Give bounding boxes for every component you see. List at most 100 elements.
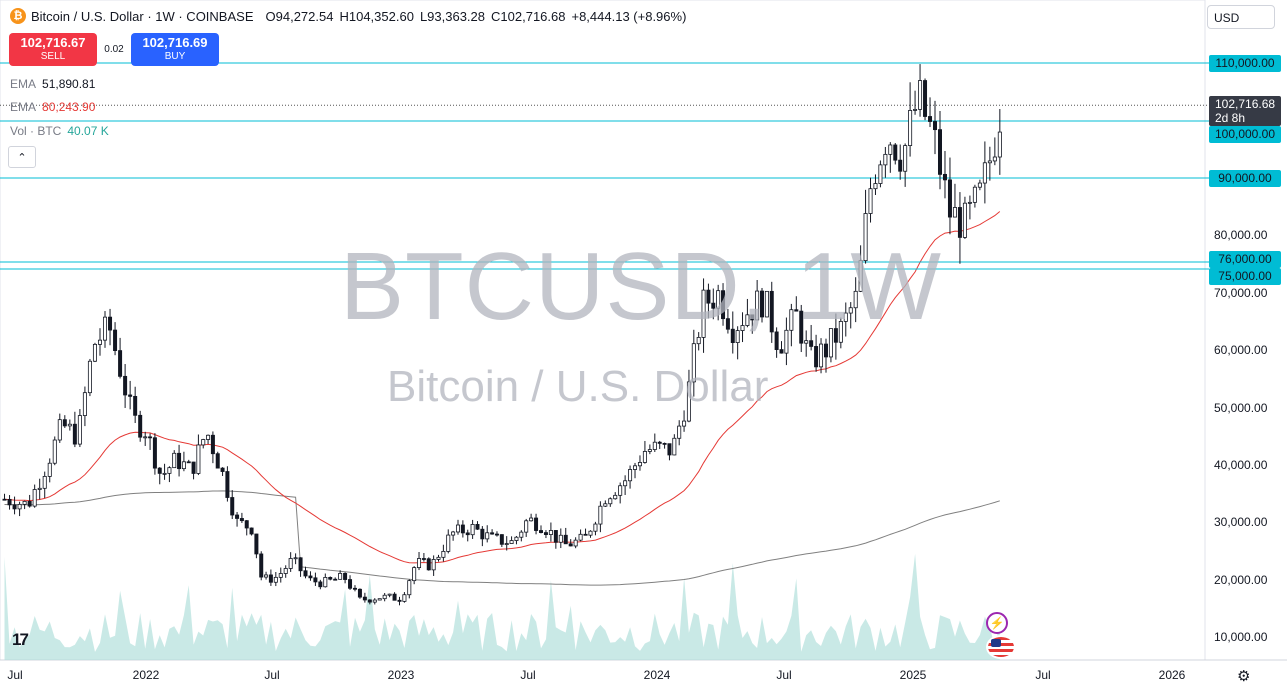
candle-body <box>17 503 22 510</box>
candle-body <box>57 419 62 441</box>
candle-body <box>382 594 387 600</box>
candle-body <box>328 577 333 580</box>
collapse-legend-button[interactable]: ⌃ <box>8 146 36 168</box>
candle-body <box>67 423 72 427</box>
change-value: +8,444.13 (+8.96%) <box>571 8 687 24</box>
candle-body <box>893 144 898 161</box>
candle-body <box>633 465 638 470</box>
candle-body <box>42 476 47 489</box>
buy-price: 102,716.69 <box>142 35 208 50</box>
candle-body <box>455 524 460 533</box>
candle-body <box>972 186 977 203</box>
volume-legend[interactable]: Vol · BTC 40.07 K <box>10 124 109 138</box>
candle-body <box>143 436 148 439</box>
low-value: 93,363.28 <box>427 8 486 24</box>
sell-button[interactable]: 102,716.67 SELL <box>9 33 97 66</box>
candle-body <box>254 533 259 555</box>
candle-body <box>367 599 372 603</box>
candle-body <box>548 530 553 535</box>
candle-body <box>942 173 947 181</box>
candle-body <box>244 520 249 529</box>
candle-body <box>593 523 598 532</box>
ema-fast-value: 51,890.81 <box>42 77 96 91</box>
gear-icon[interactable]: ⚙ <box>1237 668 1251 685</box>
candle-body <box>588 530 593 536</box>
candle-body <box>903 145 908 172</box>
candle-body <box>923 80 928 117</box>
candle-body <box>499 534 504 545</box>
ema-slow-legend[interactable]: EMA 80,243.90 <box>10 100 95 114</box>
currency-select[interactable]: USD <box>1207 5 1275 29</box>
x-tick-label: Jul <box>1035 668 1051 682</box>
watermark-name: Bitcoin / U.S. Dollar <box>387 362 769 411</box>
candle-body <box>957 207 962 238</box>
candle-body <box>563 534 568 545</box>
candle-body <box>745 314 750 326</box>
candle-body <box>402 594 407 602</box>
candle-body <box>421 558 426 560</box>
candle-body <box>362 596 367 601</box>
candle-body <box>288 558 293 569</box>
candle-body <box>908 110 913 146</box>
ema-fast-legend[interactable]: EMA 51,890.81 <box>10 77 95 91</box>
tradingview-logo[interactable]: 17 <box>12 630 29 649</box>
candle-body <box>490 532 495 535</box>
candle-body <box>441 550 446 558</box>
candle-body <box>298 557 303 572</box>
buy-button[interactable]: 102,716.69 BUY <box>131 33 219 66</box>
candle-body <box>357 588 362 598</box>
candle-body <box>691 343 696 383</box>
candle-body <box>318 581 323 588</box>
candle-body <box>628 469 633 482</box>
candle-body <box>992 156 997 162</box>
symbol-title[interactable]: Bitcoin / U.S. Dollar · 1W · COINBASE <box>31 8 254 24</box>
level-tag-110000: 110,000.00 <box>1209 55 1281 72</box>
candle-body <box>883 153 888 166</box>
candle-body <box>799 310 804 344</box>
candle-body <box>721 290 726 320</box>
candle-body <box>623 480 628 487</box>
candle-body <box>62 419 67 427</box>
candle-body <box>407 580 412 596</box>
candle-body <box>431 559 436 571</box>
candle-body <box>662 442 667 445</box>
open-value: 94,272.54 <box>275 8 334 24</box>
candle-body <box>235 514 240 519</box>
candle-body <box>779 349 784 354</box>
candle-body <box>578 533 583 541</box>
candle-body <box>987 160 992 164</box>
candle-body <box>637 462 642 467</box>
close-value: 102,716.68 <box>500 8 566 24</box>
candle-body <box>313 577 318 583</box>
candle-body <box>573 539 578 547</box>
high-value: 104,352.60 <box>348 8 414 24</box>
ema-slow-line <box>4 490 1000 586</box>
candle-body <box>947 179 952 218</box>
candle-body <box>529 517 534 522</box>
candle-body <box>608 498 613 505</box>
candle-body <box>863 213 868 262</box>
candle-body <box>397 599 402 602</box>
candle-body <box>22 500 27 505</box>
candle-body <box>343 572 348 580</box>
us-flag-icon[interactable] <box>988 637 1014 657</box>
candle-body <box>225 471 230 498</box>
candle-body <box>259 553 264 578</box>
candle-body <box>750 314 755 321</box>
volume-value: 40.07 K <box>67 124 109 138</box>
y-tick-label: 70,000.00 <box>1214 286 1268 300</box>
candle-body <box>838 321 843 343</box>
candle-body <box>283 568 288 574</box>
candle-body <box>701 289 706 338</box>
candle-body <box>764 290 769 318</box>
candle-body <box>303 570 308 577</box>
volume-label: Vol · BTC <box>10 124 62 138</box>
candle-body <box>784 329 789 354</box>
candle-body <box>249 527 254 535</box>
candle-body <box>598 505 603 525</box>
lightning-icon[interactable]: ⚡ <box>986 612 1008 634</box>
x-tick-label: 2023 <box>387 668 415 682</box>
candle-body <box>539 530 544 533</box>
candle-body <box>239 518 244 522</box>
